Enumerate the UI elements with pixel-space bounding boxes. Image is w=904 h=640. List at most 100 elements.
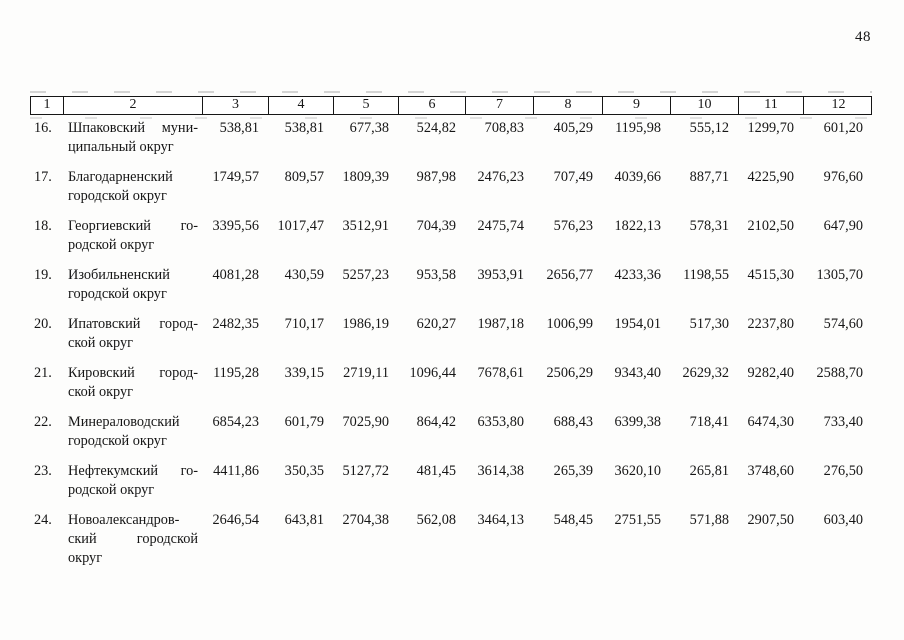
value-cell: 5257,23 [342,267,389,283]
value-cell: 4039,66 [614,169,661,185]
value-cell: 1987,18 [477,316,524,332]
value-cell: 350,35 [284,463,324,479]
header-cell: 11 [739,97,804,114]
table-row: 16. Шпаковский муни-ципальный округ 538,81… [30,119,872,157]
value-cell: 276,50 [823,463,863,479]
value-cell: 430,59 [284,267,324,283]
value-cell: 538,81 [219,120,259,136]
value-cell: 481,45 [416,463,456,479]
value-cell: 517,30 [689,316,729,332]
row-number: 19. [34,267,52,283]
municipality-name-line: Ипатовский город- [68,316,198,332]
value-cell: 2704,38 [342,512,389,528]
value-cell: 1017,47 [277,218,324,234]
municipality-name-line: ский городской [68,531,198,547]
value-cell: 9282,40 [747,365,794,381]
header-cell: 10 [671,97,739,114]
value-cell: 4081,28 [212,267,259,283]
header-cell: 7 [466,97,534,114]
value-cell: 1299,70 [747,120,794,136]
municipality-name: Нефтекумский го-родской округ [63,462,202,500]
value-cell: 708,83 [484,120,524,136]
header-cell: 2 [64,97,203,114]
municipality-name-line: Шпаковский муни- [68,120,198,136]
municipality-name-line: Новоалександров- [68,512,180,528]
table-row: 22. Минераловодский городской округ 6854,23… [30,413,872,451]
header-cell: 1 [31,97,64,114]
municipality-name: Минераловодский городской округ [63,413,202,451]
value-cell: 809,57 [284,169,324,185]
value-cell: 548,45 [553,512,593,528]
value-cell: 1096,44 [409,365,456,381]
municipality-name-line: ской округ [68,384,134,400]
value-cell: 1305,70 [816,267,863,283]
value-cell: 2482,35 [212,316,259,332]
value-cell: 265,39 [553,463,593,479]
value-cell: 1195,98 [615,120,661,136]
header-cell: 12 [831,97,846,112]
value-cell: 339,15 [284,365,324,381]
municipality-name-line: Изобильненский [68,267,170,283]
value-cell: 7025,90 [342,414,389,430]
header-cell: 3 [203,97,269,114]
row-number: 18. [34,218,52,234]
table-row: 18. Георгиевский го-родской округ 3395,56 1… [30,217,872,255]
municipality-name-line: Минераловодский [68,414,180,430]
table-row: 20. Ипатовский город-ской округ 2482,35 710… [30,315,872,353]
value-cell: 3620,10 [614,463,661,479]
municipality-name-line: родской округ [68,482,155,498]
municipality-name-line: родской округ [68,237,155,253]
municipality-name-line: Георгиевский го- [68,218,198,234]
value-cell: 887,71 [689,169,729,185]
value-cell: 1749,57 [212,169,259,185]
value-cell: 677,38 [349,120,389,136]
value-cell: 864,42 [416,414,456,430]
value-cell: 2237,80 [747,316,794,332]
value-cell: 1198,55 [683,267,729,283]
value-cell: 562,08 [416,512,456,528]
value-cell: 265,81 [689,463,729,479]
value-cell: 6353,80 [477,414,524,430]
header-cell: 5 [334,97,399,114]
table-row: 23. Нефтекумский го-родской округ 4411,86 3… [30,462,872,500]
value-cell: 1809,39 [342,169,389,185]
value-cell: 1954,01 [614,316,661,332]
value-cell: 571,88 [689,512,729,528]
value-cell: 4411,86 [213,463,259,479]
municipality-name-line: округ [68,550,103,566]
value-cell: 2475,74 [477,218,524,234]
value-cell: 2751,55 [614,512,661,528]
value-cell: 1822,13 [614,218,661,234]
value-cell: 1006,99 [546,316,593,332]
municipality-name-line: городской округ [68,188,167,204]
value-cell: 733,40 [823,414,863,430]
data-table: 1 2 3 4 5 6 7 8 9 10 11 12 16. Шпаковский муни-ципал… [30,91,872,579]
value-cell: 578,31 [689,218,729,234]
value-cell: 601,20 [823,120,863,136]
header-cell: 4 [269,97,334,114]
value-cell: 6399,38 [614,414,661,430]
row-number: 16. [34,120,52,136]
municipality-name: Новоалександров-ский городской округ [63,511,202,568]
table-header-row: 1 2 3 4 5 6 7 8 9 10 11 12 [30,96,872,115]
municipality-name-line: городской округ [68,433,167,449]
value-cell: 2629,32 [682,365,729,381]
municipality-name-line: Кировский город- [68,365,198,381]
value-cell: 405,29 [553,120,593,136]
value-cell: 710,17 [284,316,324,332]
value-cell: 3395,56 [212,218,259,234]
value-cell: 4515,30 [747,267,794,283]
value-cell: 2588,70 [816,365,863,381]
table-row: 17. Благодарненский городской округ 1749,57… [30,168,872,206]
municipality-name-line: ской округ [68,335,134,351]
value-cell: 555,12 [689,120,729,136]
value-cell: 688,43 [553,414,593,430]
value-cell: 643,81 [284,512,324,528]
value-cell: 2476,23 [477,169,524,185]
municipality-name-line: ципальный округ [68,139,174,155]
value-cell: 647,90 [823,218,863,234]
value-cell: 707,49 [553,169,593,185]
scan-artifact-line-top [30,91,872,93]
row-number: 17. [34,169,52,185]
